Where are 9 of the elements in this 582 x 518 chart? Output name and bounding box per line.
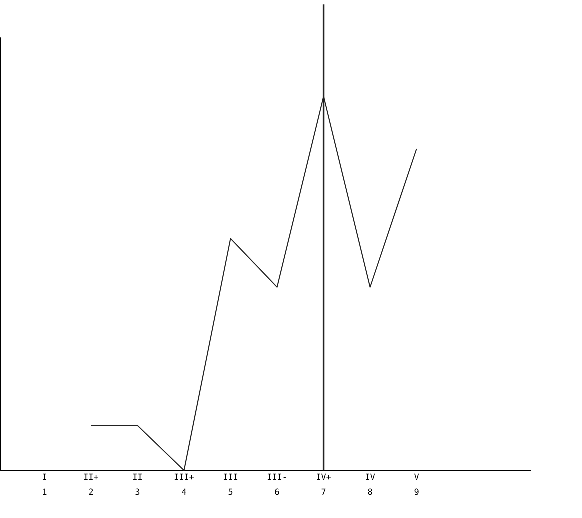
x-tick-label: III 5: [224, 474, 238, 496]
x-tick-label: V 9: [414, 474, 420, 496]
x-tick-label: III- 6: [268, 474, 286, 496]
x-tick-label: II+ 2: [84, 474, 98, 496]
x-tick-label: II 3: [133, 474, 142, 496]
x-tick-label: III+ 4: [174, 474, 194, 496]
x-tick-label: I 1: [42, 474, 47, 496]
x-tick-label: IV 8: [366, 474, 376, 496]
x-tick-label: IV+ 7: [317, 474, 332, 496]
